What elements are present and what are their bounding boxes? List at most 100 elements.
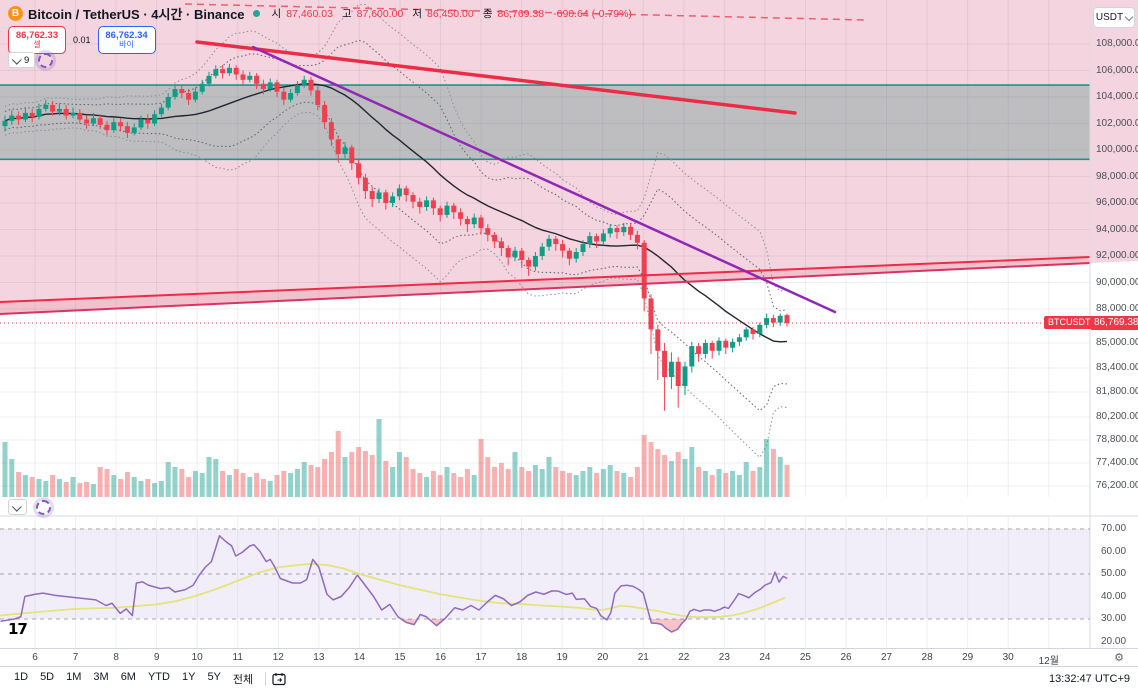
currency-dropdown[interactable]: USDT — [1093, 7, 1135, 28]
price-tick: 96,000.00 — [1096, 197, 1138, 208]
buy-label: 바이 — [119, 39, 134, 49]
high-value: 87,600.00 — [356, 7, 404, 20]
time-label: 29 — [962, 652, 974, 663]
range-button-1y[interactable]: 1Y — [181, 671, 196, 683]
price-tick: 88,000.00 — [1096, 303, 1138, 314]
time-label: 17 — [475, 652, 487, 663]
time-axis[interactable]: ⚙ 6 7 8 9 10 11 12 13 14 15 16 17 18 19 20 21 22 23 24 25 26… — [0, 648, 1138, 667]
time-label: 27 — [880, 652, 893, 663]
price-tick: 80,200.00 — [1096, 411, 1138, 422]
range-button-5y[interactable]: 5Y — [207, 671, 221, 683]
price-tick: 81,800.00 — [1096, 386, 1138, 397]
price-tick: 108,000.00 — [1096, 38, 1138, 49]
time-label: 11 — [232, 652, 243, 663]
price-tick: 106,000.00 — [1096, 64, 1138, 76]
time-label: 15 — [394, 652, 406, 663]
chevron-down-icon — [11, 54, 22, 65]
time-label: 16 — [434, 652, 447, 663]
rsi-tick: 20.00 — [1101, 635, 1127, 647]
low-value: 86,450.00 — [427, 7, 474, 20]
last-price-label: 86,769.38 — [1091, 315, 1138, 330]
time-label: 19 — [556, 652, 568, 663]
price-tick: 100,000.00 — [1096, 144, 1138, 155]
price-tick: 104,000.00 — [1096, 91, 1138, 102]
market-status-icon — [252, 10, 260, 17]
time-label: 25 — [799, 652, 811, 663]
spread-value: 0.01 — [73, 35, 91, 45]
price-tick: 98,000.00 — [1096, 170, 1138, 182]
tradingview-logo[interactable]: 17 — [8, 620, 28, 638]
range-button-전체[interactable]: 전체 — [232, 674, 254, 686]
bottom-toolbar: 1D 5D 1M 3M 6M YTD 1Y 5Y 전체 13:32:47 UTC+9 — [0, 666, 1138, 691]
time-label: 14 — [353, 652, 365, 663]
indicator-count: 9 — [24, 54, 30, 66]
close-value: 86,769.38 — [497, 7, 545, 20]
price-tick: 92,000.00 — [1096, 250, 1138, 261]
goto-date-icon[interactable] — [272, 672, 286, 686]
high-label: 고 — [341, 8, 352, 20]
range-button-1m[interactable]: 1M — [66, 671, 82, 683]
gear-icon[interactable]: ⚙ — [1114, 652, 1124, 664]
price-tick: 76,200.00 — [1096, 480, 1138, 491]
price-tick: 77,400.00 — [1096, 457, 1138, 468]
range-button-6m[interactable]: 6M — [120, 671, 136, 683]
time-label: 12월 — [1038, 656, 1059, 667]
time-label: 13 — [313, 652, 325, 663]
close-label: 종 — [482, 8, 493, 20]
sync-icon[interactable] — [38, 53, 53, 68]
time-label: 20 — [597, 652, 609, 663]
time-label: 12 — [272, 652, 284, 663]
chevron-down-icon — [11, 501, 22, 512]
time-label: 30 — [1002, 652, 1014, 663]
price-tick: 102,000.00 — [1096, 117, 1138, 129]
time-label: 21 — [637, 652, 649, 663]
price-tick: 78,800.00 — [1096, 434, 1138, 445]
range-button-3m[interactable]: 3M — [93, 671, 109, 683]
range-button-1d[interactable]: 1D — [14, 671, 29, 683]
time-label: 28 — [921, 652, 933, 663]
bitcoin-logo-icon: B — [8, 6, 23, 21]
time-label: 7 — [72, 652, 79, 663]
time-label: 22 — [678, 652, 690, 663]
chevron-down-icon — [1124, 12, 1134, 21]
price-tick: 85,000.00 — [1096, 337, 1138, 348]
price-tick: 94,000.00 — [1096, 223, 1138, 235]
toolbar-divider — [265, 672, 267, 686]
time-label: 18 — [516, 652, 528, 663]
clock-label[interactable]: 13:32:47 UTC+9 — [1048, 673, 1130, 685]
pane2-collapse-button[interactable] — [8, 499, 27, 515]
indicators-collapse-button[interactable]: 9 — [8, 52, 36, 68]
rsi-tick: 40.00 — [1101, 590, 1127, 602]
symbol-price-tag: BTCUSDT — [1044, 316, 1095, 330]
low-label: 저 — [412, 8, 422, 20]
price-tick: 83,400.00 — [1096, 362, 1138, 373]
time-label: 23 — [718, 652, 730, 663]
time-label: 9 — [153, 652, 160, 663]
main-chart[interactable] — [0, 0, 1138, 648]
range-button-ytd[interactable]: YTD — [147, 671, 170, 683]
time-label: 8 — [113, 652, 119, 663]
symbol-header[interactable]: B Bitcoin / TetherUS · 4시간 · Binance 시 8… — [8, 4, 632, 23]
rsi-tick: 30.00 — [1101, 613, 1127, 624]
change-value: -690.64 (-0.79%) — [553, 7, 632, 20]
time-label: 24 — [759, 652, 771, 663]
sell-price: 86,762.33 — [15, 29, 59, 41]
price-tick: 90,000.00 — [1096, 276, 1138, 288]
time-label: 10 — [191, 652, 203, 663]
sync-icon[interactable] — [36, 500, 51, 515]
open-label: 시 — [271, 8, 282, 20]
rsi-tick: 60.00 — [1101, 545, 1127, 557]
symbol-title[interactable]: Bitcoin / TetherUS · 4시간 · Binance — [28, 7, 245, 22]
range-button-5d[interactable]: 5D — [40, 671, 55, 683]
rsi-tick: 50.00 — [1101, 568, 1127, 579]
time-label: 6 — [32, 652, 38, 663]
buy-button[interactable]: 86,762.34 바이 — [97, 26, 156, 54]
currency-label: USDT — [1095, 12, 1124, 23]
buy-price: 86,762.34 — [105, 29, 148, 41]
sell-button[interactable]: 86,762.33 셀 — [8, 26, 66, 54]
trade-panel: 86,762.33 셀 0.01 86,762.34 바이 — [8, 26, 156, 54]
time-label: 26 — [840, 652, 852, 663]
sell-label: 셀 — [33, 39, 41, 49]
range-buttons: 1D 5D 1M 3M 6M YTD 1Y 5Y 전체 — [8, 669, 259, 689]
